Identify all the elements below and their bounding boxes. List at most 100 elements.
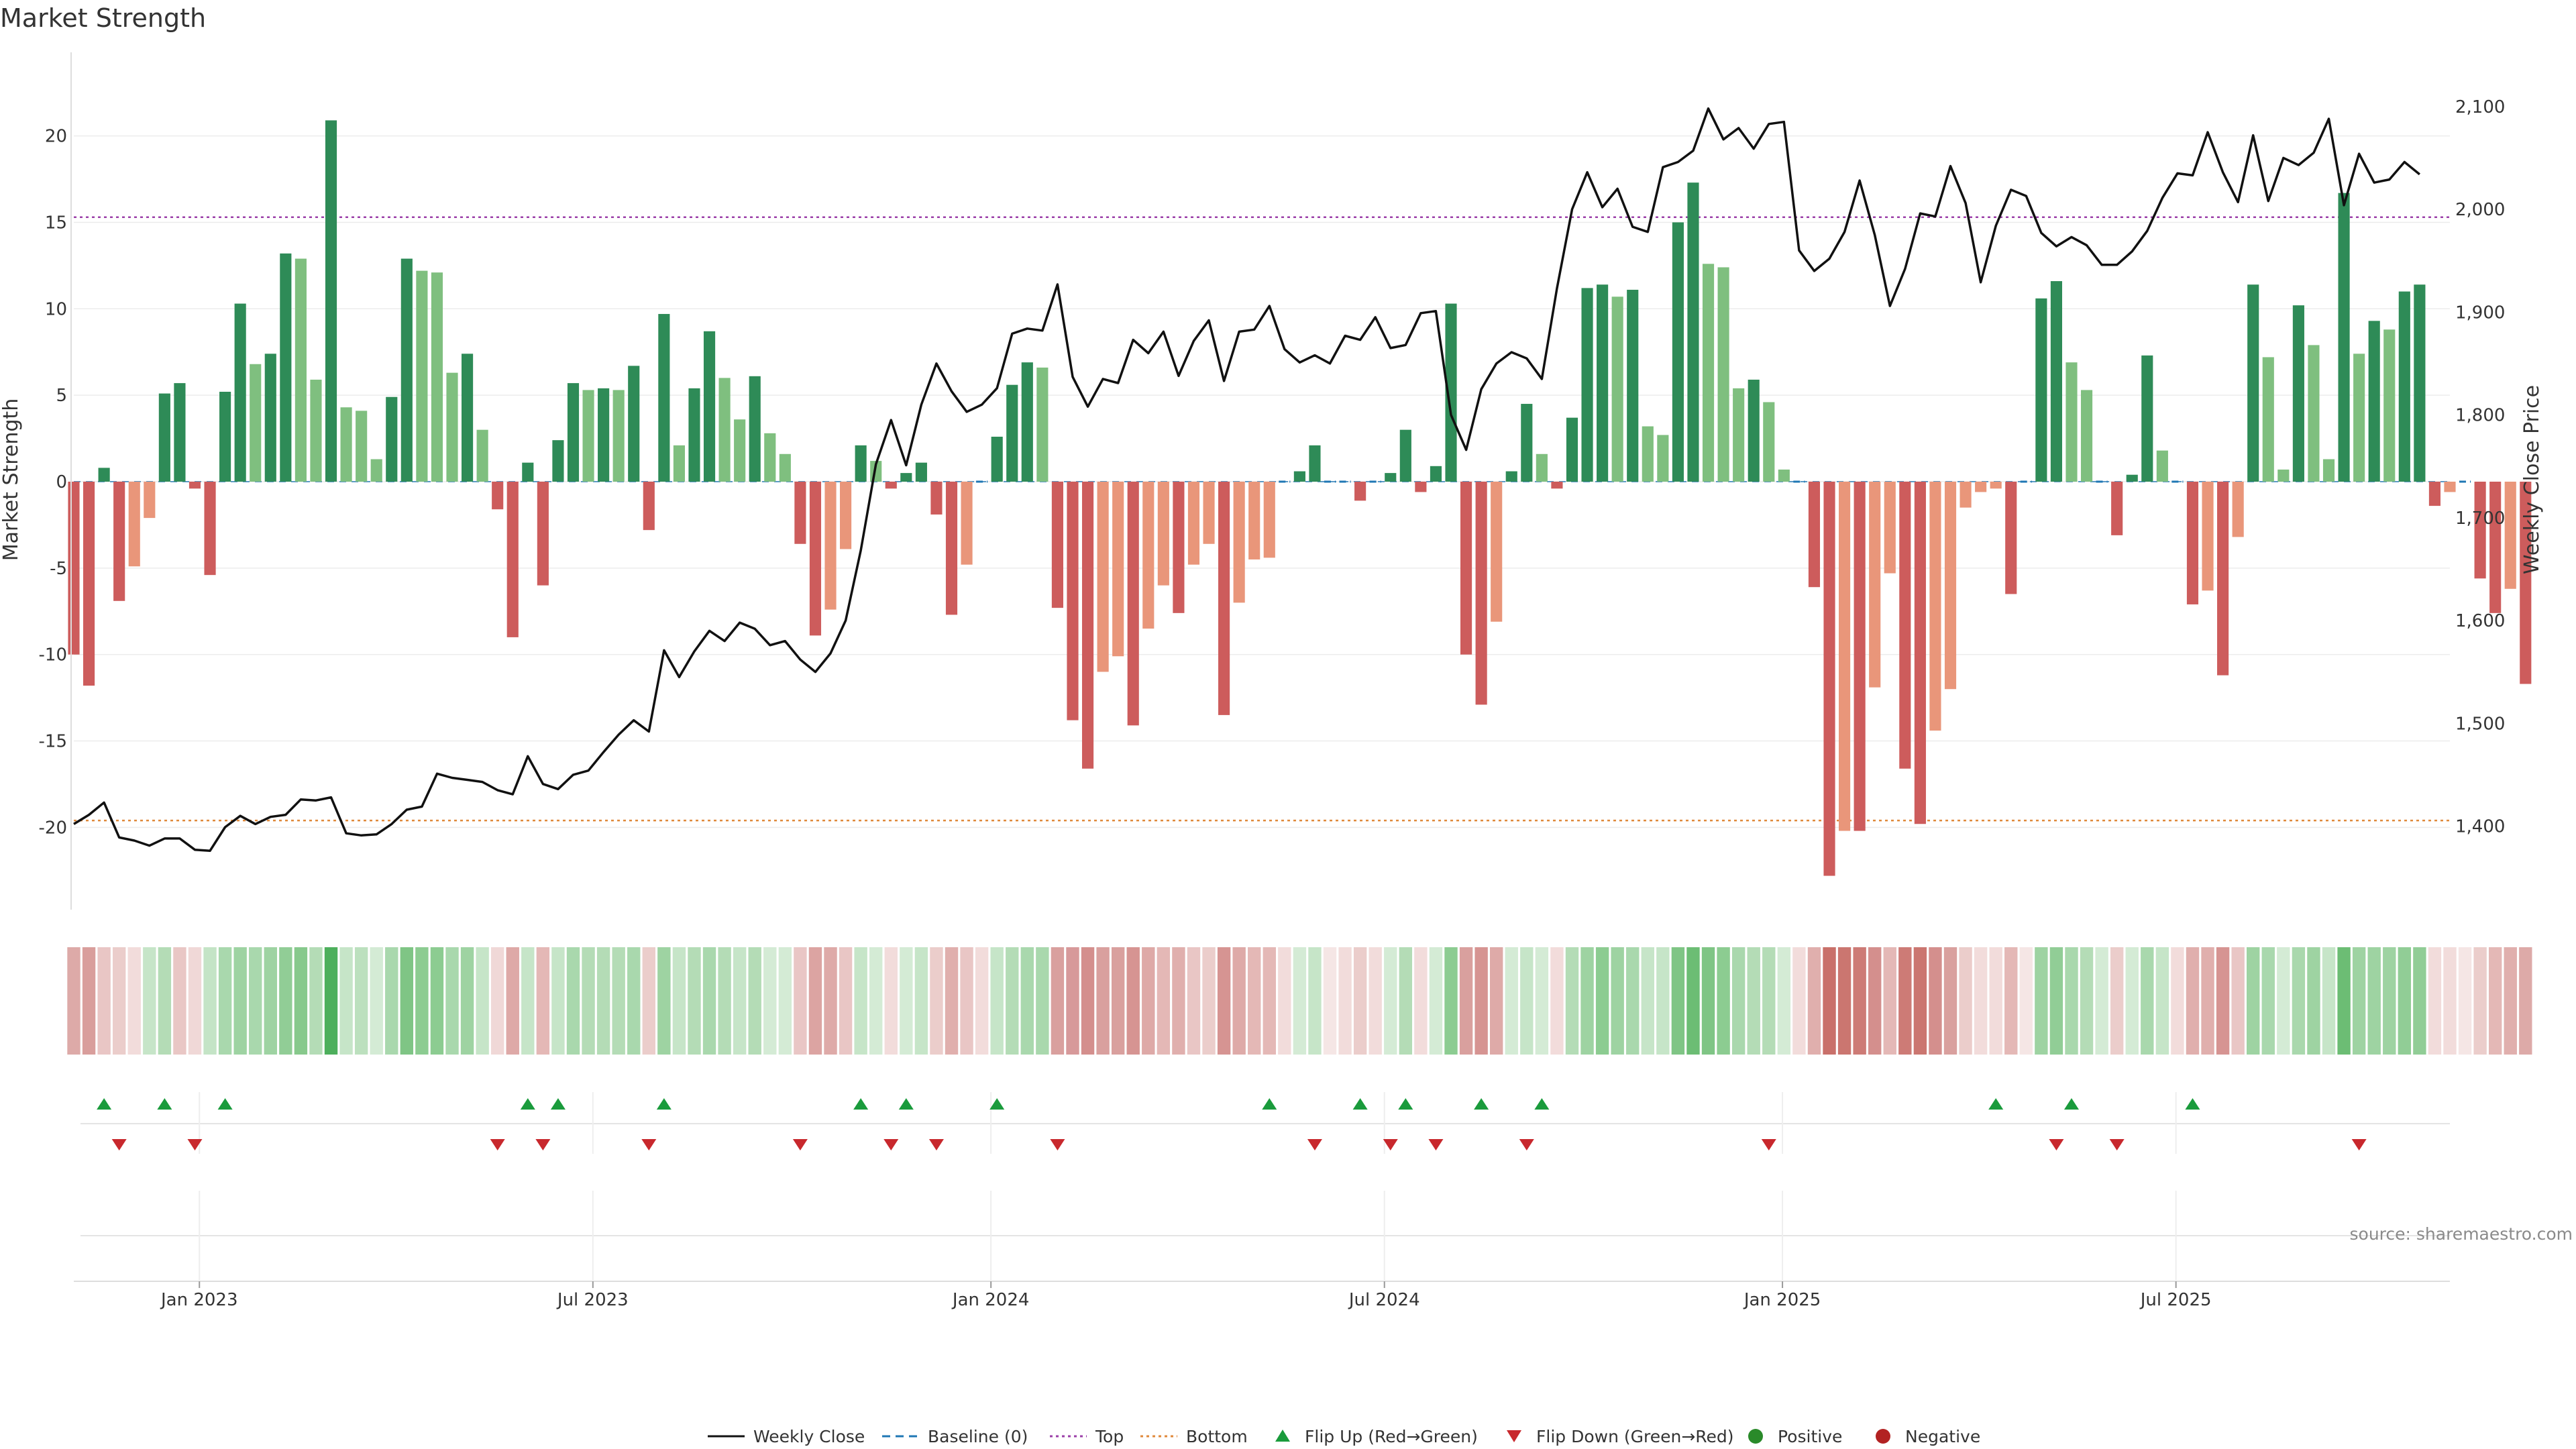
positive-bar: [582, 390, 594, 482]
flip-up-marker: [898, 1098, 914, 1110]
negative-bar: [1808, 482, 1821, 588]
heat-cell: [1384, 947, 1397, 1055]
positive-bar: [446, 372, 458, 482]
heat-cell: [1550, 947, 1564, 1055]
flip-down-marker: [187, 1139, 203, 1150]
positive-bar: [2414, 284, 2426, 482]
negative-bar: [1960, 482, 1972, 508]
heat-cell: [1172, 947, 1185, 1055]
legend-item: Baseline (0): [882, 1427, 1028, 1446]
flip-down-marker: [111, 1139, 127, 1150]
negative-bar: [1067, 482, 1079, 720]
legend-item: Flip Down (Green→Red): [1507, 1427, 1734, 1446]
positive-bar: [1597, 284, 1609, 482]
negative-bar: [1173, 482, 1185, 613]
negative-bar: [83, 482, 95, 686]
legend-item: Bottom: [1140, 1427, 1248, 1446]
x-axis: Jan 2023 Jul 2023 Jan 2024 Jul 2024 Jan 2025…: [160, 1281, 2212, 1310]
right-tick-label: 1,900: [2455, 303, 2505, 323]
heat-cell: [294, 947, 308, 1055]
negative-bar: [2444, 482, 2456, 492]
heat-cell: [1066, 947, 1079, 1055]
flip-up-marker: [1352, 1098, 1368, 1110]
negative-bar: [961, 482, 973, 565]
left-tick-label: 5: [56, 386, 67, 406]
heat-cell: [370, 947, 383, 1055]
heat-cell: [2519, 947, 2532, 1055]
heat-cell: [566, 947, 580, 1055]
left-tick-label: 20: [45, 127, 67, 147]
heat-cell: [2352, 947, 2366, 1055]
heat-cell: [2004, 947, 2018, 1055]
positive-bar: [1430, 466, 1442, 482]
heat-cell: [733, 947, 747, 1055]
heat-cell: [1308, 947, 1322, 1055]
negative-bar: [1475, 482, 1487, 705]
heat-cell: [718, 947, 731, 1055]
heat-cell: [688, 947, 701, 1055]
flip-down-marker: [1383, 1139, 1398, 1150]
positive-bar: [2262, 357, 2274, 482]
heat-cell: [1929, 947, 1942, 1055]
heat-cell: [158, 947, 172, 1055]
positive-bar: [1445, 303, 1457, 482]
positive-bar: [1385, 473, 1397, 482]
flip-down-marker: [883, 1139, 899, 1150]
heat-cell: [1459, 947, 1473, 1055]
heat-cell: [1837, 947, 1851, 1055]
heat-cell: [2261, 947, 2275, 1055]
x-tick-label: Jul 2023: [556, 1290, 629, 1310]
heat-cell: [127, 947, 141, 1055]
heat-cell: [1202, 947, 1216, 1055]
flip-down-marker: [641, 1139, 657, 1150]
positive-bar: [2126, 474, 2138, 482]
heat-cell: [763, 947, 777, 1055]
positive-bar: [356, 411, 368, 482]
positive-bar: [310, 379, 322, 482]
positive-bar: [386, 396, 398, 482]
left-y-axis-label: Market Strength: [0, 398, 23, 561]
heat-cell: [218, 947, 232, 1055]
heat-cell: [415, 947, 429, 1055]
heat-cell: [778, 947, 792, 1055]
heat-cell: [233, 947, 247, 1055]
source-note: source: sharemaestro.com: [2350, 1224, 2573, 1244]
negative-bar: [840, 482, 852, 549]
heat-cell: [1278, 947, 1291, 1055]
negative-bar: [1187, 482, 1200, 565]
positive-bar: [416, 270, 428, 482]
heat-cell: [2504, 947, 2517, 1055]
heat-cell: [1580, 947, 1594, 1055]
positive-bar: [734, 419, 746, 482]
heat-cell: [1989, 947, 2002, 1055]
heat-cell: [1051, 947, 1065, 1055]
heat-cell: [945, 947, 959, 1055]
negative-bar: [1899, 482, 1911, 769]
left-tick-label: -15: [39, 732, 67, 752]
flip-down-marker: [1428, 1139, 1444, 1150]
heat-cell: [2488, 947, 2502, 1055]
legend-label: Flip Down (Green→Red): [1536, 1427, 1734, 1446]
x-tick-label: Jul 2024: [1348, 1290, 1420, 1310]
heat-cell: [2035, 947, 2048, 1055]
heat-cell: [794, 947, 807, 1055]
positive-bar: [552, 440, 564, 482]
positive-bar: [2338, 193, 2350, 482]
right-y-axis: 1,400 1,500 1,600 1,700 1,800 1,900 2,000 2,100: [2455, 97, 2505, 837]
heat-cell: [596, 947, 610, 1055]
heat-cell: [930, 947, 943, 1055]
heat-cell: [1081, 947, 1095, 1055]
heat-cell: [1731, 947, 1746, 1055]
negative-bar: [809, 482, 822, 636]
heat-cell: [1626, 947, 1640, 1055]
right-tick-label: 2,000: [2455, 200, 2505, 220]
positive-bar: [1006, 384, 1018, 482]
negative-bar: [2520, 482, 2532, 684]
heat-cell: [430, 947, 444, 1055]
negative-bar: [506, 482, 519, 637]
flip-down-marker: [535, 1139, 551, 1150]
flip-up-marker: [1398, 1098, 1413, 1110]
negative-bar: [204, 482, 216, 576]
heat-cell: [990, 947, 1004, 1055]
positive-bar: [764, 433, 776, 482]
